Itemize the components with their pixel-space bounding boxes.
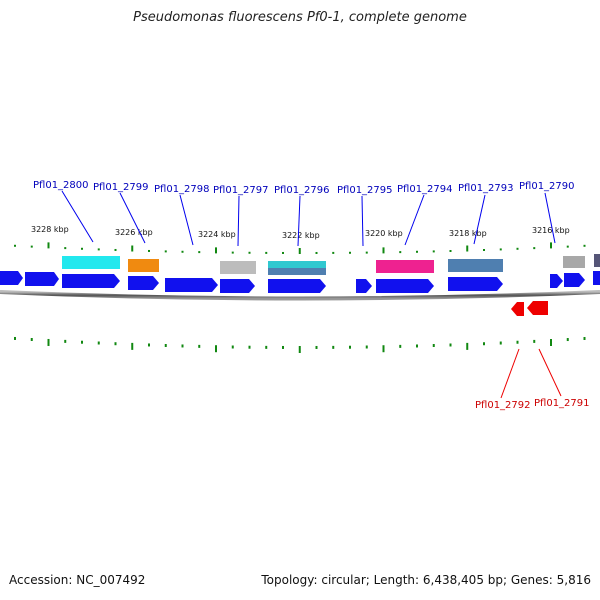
- gene-arrow-forward[interactable]: [0, 271, 23, 285]
- gene-label[interactable]: Pfl01_2798: [154, 184, 210, 195]
- domain-box[interactable]: [62, 256, 120, 269]
- genome-title: Pseudomonas fluorescens Pf0-1, complete …: [133, 10, 467, 25]
- gene-arrow-forward[interactable]: [448, 277, 503, 291]
- gene-arrow-forward[interactable]: [25, 272, 59, 286]
- domain-box[interactable]: [594, 254, 600, 267]
- position-ticks-lower: [14, 336, 586, 353]
- domain-features: [62, 254, 600, 275]
- kbp-label: 3224 kbp: [198, 230, 236, 239]
- gene-arrow-forward[interactable]: [128, 276, 159, 290]
- kbp-label: 3226 kbp: [115, 228, 153, 237]
- gene-arrow-reverse[interactable]: [527, 301, 548, 315]
- kbp-label: 3218 kbp: [449, 229, 487, 238]
- position-ticks-upper: [14, 242, 586, 254]
- gene-label[interactable]: Pfl01_2793: [458, 183, 514, 194]
- domain-box[interactable]: [448, 259, 503, 272]
- gene-label[interactable]: Pfl01_2790: [519, 181, 575, 192]
- gene-label[interactable]: Pfl01_2799: [93, 182, 149, 193]
- kbp-label: 3220 kbp: [365, 229, 403, 238]
- gene-arrow-forward[interactable]: [564, 273, 585, 287]
- domain-box[interactable]: [268, 268, 326, 275]
- reverse-strand-genes: [511, 301, 548, 316]
- domain-box[interactable]: [376, 260, 434, 273]
- callout-line: [61, 190, 94, 243]
- gene-arrow-forward[interactable]: [220, 279, 255, 293]
- gene-label[interactable]: Pfl01_2797: [213, 185, 269, 196]
- gene-arrow-forward[interactable]: [165, 278, 218, 292]
- kbp-label: 3216 kbp: [532, 226, 570, 235]
- reverse-callout-lines: [500, 348, 562, 399]
- callout-line: [473, 194, 486, 245]
- callout-line: [361, 195, 364, 247]
- gene-arrow-forward[interactable]: [62, 274, 120, 288]
- gene-label[interactable]: Pfl01_2795: [337, 185, 393, 196]
- gene-arrow-forward[interactable]: [268, 279, 326, 293]
- callout-line: [500, 348, 520, 399]
- callout-line: [179, 194, 194, 246]
- accession-text: Accession: NC_007492: [9, 573, 146, 587]
- forward-callout-lines: [61, 190, 556, 247]
- forward-strand-genes: [0, 271, 600, 293]
- gene-arrow-reverse[interactable]: [511, 302, 524, 316]
- callout-line: [544, 192, 556, 244]
- gene-label-reverse[interactable]: Pfl01_2791: [534, 398, 590, 409]
- gene-arrow-forward[interactable]: [593, 271, 600, 285]
- genome-backbone: [0, 290, 600, 301]
- callout-line: [404, 194, 425, 246]
- domain-box[interactable]: [563, 256, 585, 268]
- gene-label-reverse[interactable]: Pfl01_2792: [475, 400, 531, 411]
- gene-label[interactable]: Pfl01_2796: [274, 185, 330, 196]
- callout-line: [297, 195, 301, 247]
- kbp-scale-labels: 3228 kbp 3226 kbp 3224 kbp 3222 kbp 3220…: [31, 225, 570, 240]
- callout-line: [119, 192, 146, 244]
- domain-box[interactable]: [220, 261, 256, 274]
- domain-box[interactable]: [268, 261, 326, 268]
- gene-arrow-forward[interactable]: [376, 279, 434, 293]
- domain-box[interactable]: [128, 259, 159, 272]
- gene-arrow-forward[interactable]: [356, 279, 372, 293]
- gene-label[interactable]: Pfl01_2794: [397, 184, 453, 195]
- kbp-label: 3222 kbp: [282, 231, 320, 240]
- gene-label[interactable]: Pfl01_2800: [33, 180, 89, 191]
- kbp-label: 3228 kbp: [31, 225, 69, 234]
- gene-arrow-forward[interactable]: [550, 274, 563, 288]
- genome-summary-text: Topology: circular; Length: 6,438,405 bp…: [261, 573, 591, 587]
- callout-line: [538, 348, 562, 397]
- callout-line: [237, 195, 240, 247]
